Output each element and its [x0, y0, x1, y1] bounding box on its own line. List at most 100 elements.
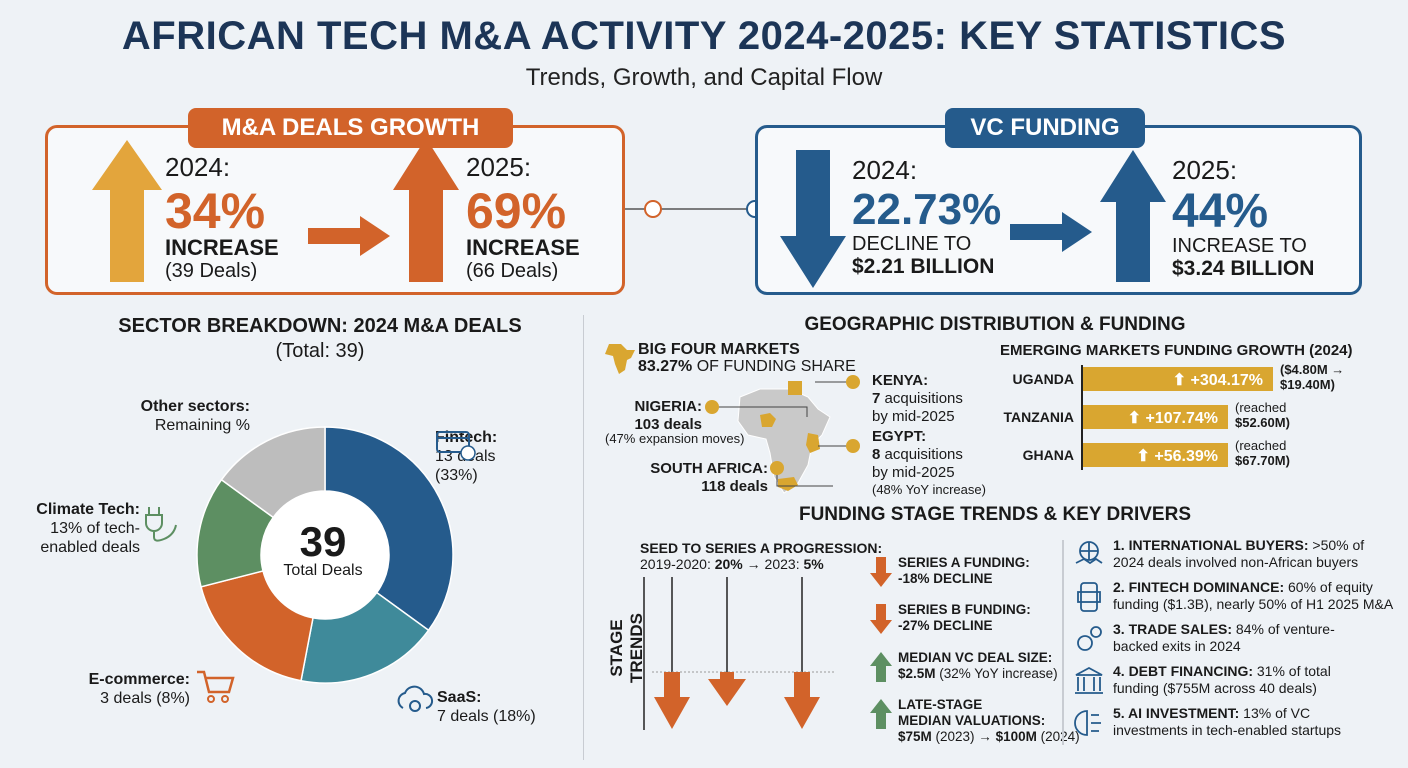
nigeria-highlight	[760, 413, 776, 427]
egypt-name: EGYPT:	[872, 428, 927, 445]
up-arrow-icon	[393, 138, 459, 282]
ecommerce-label: E-commerce: 3 deals (8%)	[40, 670, 190, 708]
kenya-highlight	[788, 381, 802, 395]
stage-detail: (2023) →	[931, 729, 996, 745]
emerging-title: EMERGING MARKETS FUNDING GROWTH (2024)	[1000, 342, 1353, 359]
emerging-note-2: $52.60M)	[1235, 414, 1290, 430]
africa-icon	[605, 344, 635, 374]
saas-label: SaaS: 7 deals (18%)	[437, 688, 536, 726]
ma-2024-label: 2024:	[165, 152, 231, 182]
credit-card-icon	[436, 431, 476, 461]
vc-2024-value: 22.73%	[852, 185, 1002, 234]
stage-value-2: $100M	[995, 729, 1037, 745]
emerging-bar: ⬆ +56.39%	[1083, 443, 1228, 467]
vc-2024-label: 2024:	[852, 155, 918, 185]
geo-title: GEOGRAPHIC DISTRIBUTION & FUNDING	[804, 314, 1186, 335]
emerging-bar: ⬆ +304.17%	[1083, 367, 1273, 391]
south-africa-name: SOUTH AFRICA:	[650, 460, 768, 477]
stage-item: LATE-STAGE MEDIAN VALUATIONS: $75M (2023) …	[898, 697, 1080, 746]
kenya-name: KENYA:	[872, 372, 929, 389]
other-label: Other sectors: Remaining %	[100, 397, 250, 435]
driver-text-2: backed exits in 2024	[1113, 637, 1241, 654]
other-name: Other sectors:	[140, 398, 250, 415]
gears-icon	[1077, 626, 1102, 651]
driver-text-2: funding ($755M across 40 deals)	[1113, 679, 1317, 696]
right-arrow-icon	[308, 216, 390, 256]
south-africa-deals: 118 deals	[701, 478, 768, 495]
stage-heading: LATE-STAGE	[898, 697, 983, 712]
driver-text: 84% of venture-	[1232, 621, 1335, 637]
driver-text-2: investments in tech-enabled startups	[1113, 721, 1342, 738]
down-arrow-icon	[870, 557, 892, 587]
progression-values: 2019-2020: 20% → 2023: 5%	[640, 556, 824, 572]
egypt-label: EGYPT: 8 acquisitions by mid-2025 (48% YoY …	[872, 428, 986, 498]
right-arrow-icon	[1010, 212, 1092, 252]
progression-title: SEED TO SERIES A PROGRESSION:	[640, 540, 883, 556]
stage-detail-2: (2024)	[1036, 729, 1080, 745]
ecommerce-name: E-commerce:	[88, 671, 190, 688]
page-subtitle: Trends, Growth, and Capital Flow	[525, 64, 883, 91]
up-arrow-icon	[1100, 150, 1166, 282]
emerging-bar: ⬆ +107.74%	[1083, 405, 1228, 429]
emerging-pct: +56.39%	[1154, 448, 1218, 465]
driver-item: 2. FINTECH DOMINANCE: 60% of equity fundi…	[1113, 579, 1393, 613]
emerging-note-1: (reached	[1235, 400, 1287, 415]
page-title: AFRICAN TECH M&A ACTIVITY 2024-2025: KEY…	[121, 14, 1287, 58]
cloud-gear-icon	[397, 685, 434, 712]
stage-heading: SERIES B FUNDING:	[898, 602, 1031, 617]
down-arrow-icon	[870, 604, 892, 634]
driver-item: 3. TRADE SALES: 84% of venture-backed ex…	[1113, 621, 1335, 655]
climate-detail-2: enabled deals	[40, 539, 140, 557]
big-four-pct: 83.27%	[638, 358, 693, 375]
climate-name: Climate Tech:	[36, 501, 140, 518]
driver-text-2: funding ($1.3B), nearly 50% of H1 2025 M…	[1113, 595, 1394, 612]
stage-item: MEDIAN VC DEAL SIZE: $2.5M (32% YoY incre…	[898, 650, 1058, 682]
ma-2025-increase: INCREASE	[466, 235, 580, 260]
emerging-pct: +107.74%	[1145, 410, 1218, 427]
driver-text: 60% of equity	[1284, 579, 1373, 595]
driver-title: 2. FINTECH DOMINANCE:	[1113, 579, 1285, 595]
emerging-note: ($4.80M → $19.40M)	[1280, 362, 1345, 393]
ecommerce-deals: 3 deals (8%)	[100, 690, 190, 708]
vc-funding-panel	[755, 125, 1362, 295]
nigeria-deals: 103 deals	[634, 416, 702, 433]
driver-item: 5. AI INVESTMENT: 13% of VC investments i…	[1113, 705, 1341, 739]
egypt-note-2: (48% YoY increase)	[872, 482, 986, 497]
connector-line	[625, 200, 764, 218]
vc-header: VC FUNDING	[945, 108, 1145, 148]
up-arrow-icon: ⬆	[1172, 372, 1191, 389]
kenya-label: KENYA: 7 acquisitions by mid-2025	[872, 372, 963, 426]
stage-item: SERIES B FUNDING: -27% DECLINE	[898, 602, 1031, 634]
stage-value: $2.5M	[898, 666, 936, 682]
drivers-divider	[1062, 540, 1064, 745]
stage-value: $75M	[898, 729, 932, 745]
emerging-note-2: $19.40M)	[1280, 376, 1335, 392]
emerging-country: UGANDA	[1012, 371, 1074, 387]
map-connectors	[705, 375, 860, 487]
ma-2025-label: 2025:	[466, 152, 532, 182]
divider	[583, 315, 584, 760]
ma-2024-value: 34%	[165, 183, 266, 239]
driver-item: 4. DEBT FINANCING: 31% of total funding (…	[1113, 663, 1331, 697]
up-arrow-icon: ⬆	[1127, 410, 1146, 427]
stage-arrows	[643, 577, 836, 730]
emerging-country: GHANA	[1022, 447, 1074, 463]
emerging-country: TANZANIA	[1003, 409, 1074, 425]
vc-2025-value: 44%	[1172, 185, 1269, 238]
vc-2024-amount: $2.21 BILLION	[852, 255, 995, 278]
south-africa-highlight	[778, 477, 798, 491]
fintech-pct: (33%)	[435, 467, 478, 485]
emerging-note-1: ($4.80M →	[1280, 362, 1345, 377]
climate-label: Climate Tech: 13% of tech-enabled deals	[10, 500, 140, 558]
donut-center-label: Total Deals	[283, 562, 363, 579]
bank-icon	[1075, 666, 1103, 694]
egypt-highlight	[806, 433, 820, 453]
driver-title: 4. DEBT FINANCING:	[1113, 663, 1253, 679]
donut-center-value: 39	[299, 518, 347, 565]
stage-detail: -27% DECLINE	[898, 618, 993, 634]
big-four-rest: OF FUNDING SHARE	[692, 358, 856, 375]
ma-2025-value: 69%	[466, 183, 567, 239]
emerging-note-2: $67.70M)	[1235, 452, 1290, 468]
driver-text: 13% of VC	[1239, 705, 1311, 721]
emerging-axis	[1081, 365, 1083, 470]
